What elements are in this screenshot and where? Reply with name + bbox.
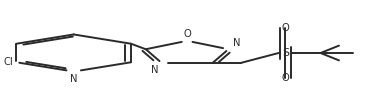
Text: N: N: [151, 65, 158, 75]
Text: N: N: [70, 74, 77, 84]
Text: O: O: [183, 29, 191, 39]
Text: O: O: [282, 73, 289, 83]
Text: S: S: [282, 48, 289, 58]
Text: O: O: [282, 23, 289, 33]
Text: Cl: Cl: [4, 57, 13, 67]
Text: N: N: [233, 38, 240, 48]
